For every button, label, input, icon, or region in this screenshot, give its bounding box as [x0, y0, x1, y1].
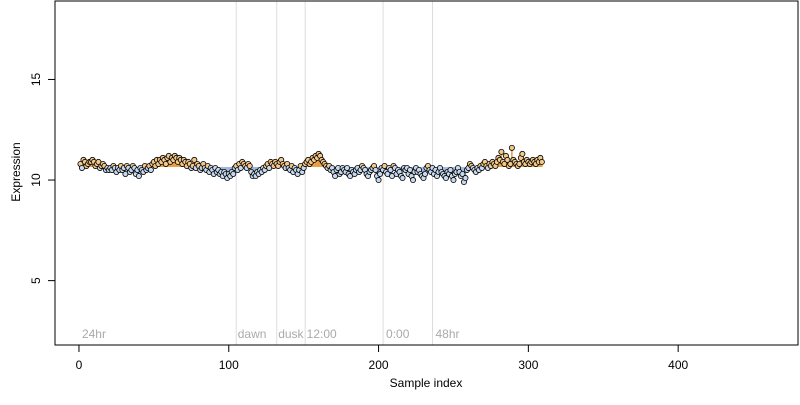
data-point: [410, 177, 417, 184]
y-tick-label: 10: [29, 173, 43, 187]
data-point: [147, 166, 154, 173]
annotation-label: 0:00: [386, 327, 410, 341]
x-tick-label: 400: [668, 358, 688, 372]
data-point: [377, 171, 384, 178]
data-point: [508, 144, 515, 151]
x-tick-label: 200: [369, 358, 389, 372]
x-tick-label: 0: [76, 358, 83, 372]
annotation-label: 48hr: [435, 327, 459, 341]
data-point: [230, 171, 237, 178]
y-tick-label: 15: [29, 72, 43, 86]
annotation-label: dusk: [278, 327, 304, 341]
annotation-label: 24hr: [82, 327, 106, 341]
x-tick-label: 100: [219, 358, 239, 372]
data-point: [519, 150, 526, 157]
data-point: [375, 177, 382, 184]
data-point: [135, 173, 142, 180]
deviation-bar: [316, 157, 318, 167]
annotation-label: 12:00: [307, 327, 337, 341]
data-point: [422, 171, 429, 178]
deviation-bar: [499, 159, 501, 167]
deviation-bar: [461, 166, 464, 175]
x-axis: 0 100 200 300 400: [76, 344, 688, 372]
data-point: [372, 166, 379, 173]
annotation-label: dawn: [238, 327, 267, 341]
data-point: [450, 177, 457, 184]
deviation-bar: [253, 166, 255, 175]
annotations-layer: 24hr dawn dusk 12:00 0:00 48hr: [82, 327, 460, 341]
data-point: [246, 162, 253, 169]
data-point: [191, 156, 198, 163]
data-point: [538, 158, 545, 165]
deviation-bar: [172, 159, 175, 167]
x-axis-title: Sample index: [390, 376, 463, 390]
data-point: [504, 156, 511, 163]
data-point: [498, 148, 505, 155]
y-axis: 5 10 15: [29, 72, 56, 284]
data-point: [447, 166, 454, 173]
y-tick-label: 5: [29, 277, 43, 284]
deviation-bar: [313, 159, 315, 167]
data-point: [462, 175, 469, 182]
data-point: [442, 175, 449, 182]
data-point: [459, 171, 466, 178]
points-layer: [77, 144, 545, 186]
x-tick-label: 300: [518, 358, 538, 372]
deviation-bar: [228, 166, 230, 175]
y-axis-title: Expression: [9, 142, 23, 201]
data-point: [399, 175, 406, 182]
deviation-bar: [401, 166, 404, 179]
